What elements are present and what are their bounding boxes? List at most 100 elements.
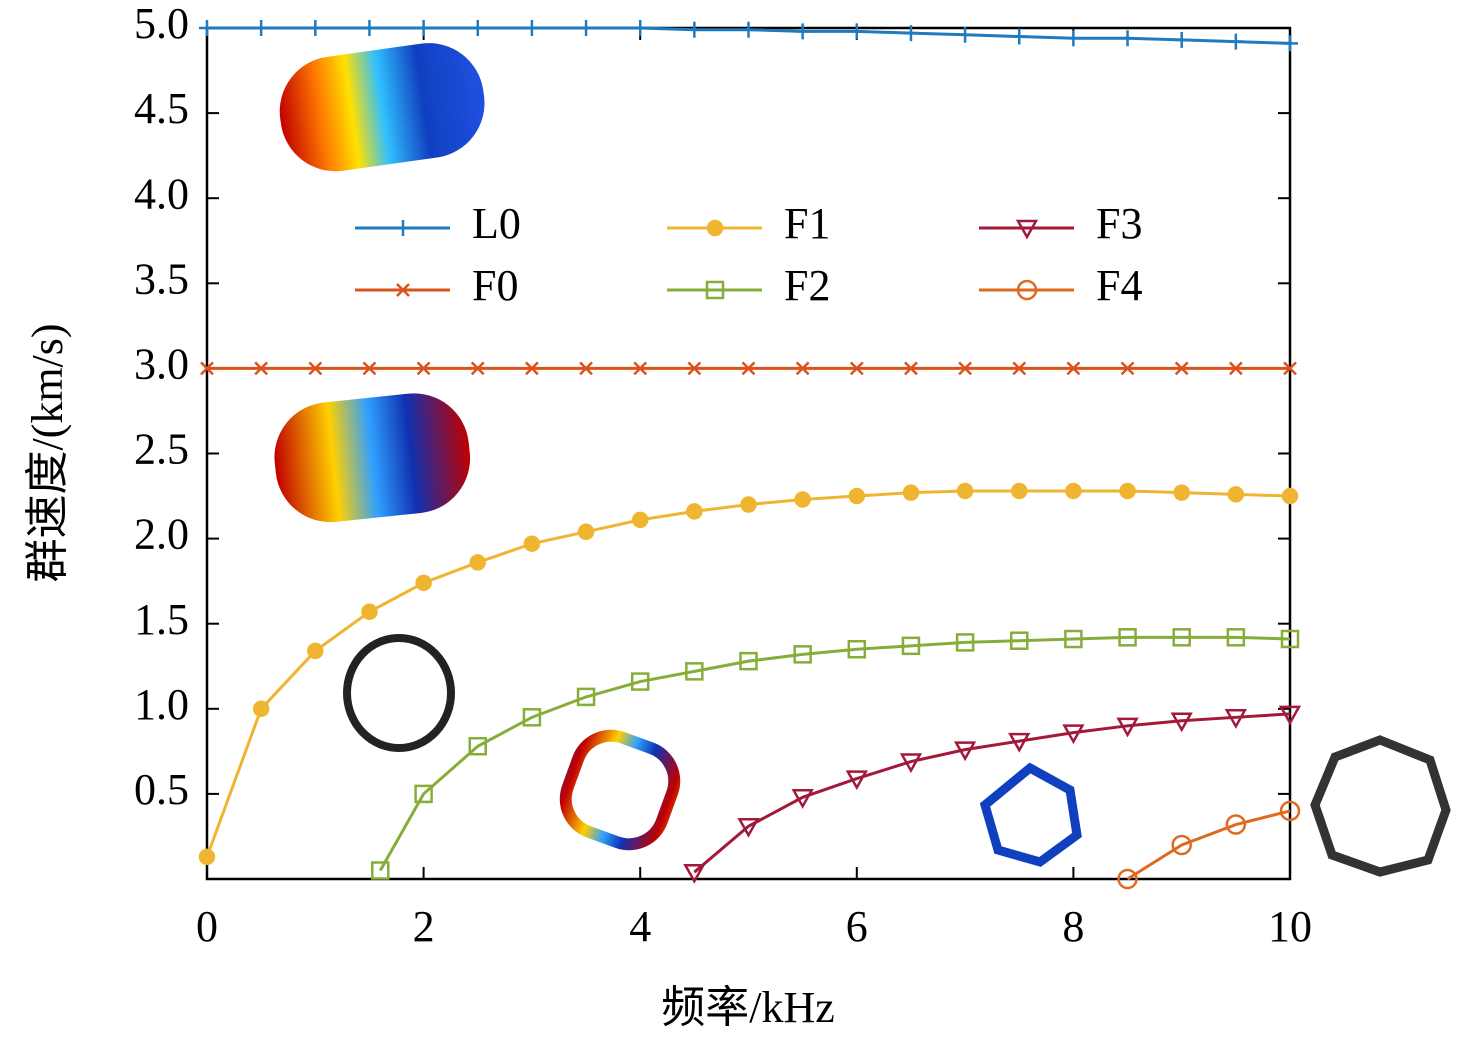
- marker: [955, 633, 975, 652]
- marker: [741, 361, 756, 376]
- y-tick-label: 1.5: [134, 595, 189, 644]
- marker: [1117, 868, 1138, 890]
- x-tick-label: 8: [1062, 902, 1084, 951]
- marker: [795, 361, 810, 376]
- legend-label: F0: [472, 261, 518, 310]
- marker: [415, 20, 432, 36]
- marker: [523, 535, 541, 552]
- marker: [362, 361, 377, 376]
- marker: [1173, 484, 1190, 501]
- marker: [791, 789, 814, 809]
- marker: [468, 736, 487, 756]
- marker: [685, 662, 704, 681]
- marker: [1224, 709, 1247, 729]
- marker: [957, 26, 974, 43]
- marker: [199, 20, 215, 36]
- marker: [253, 20, 270, 36]
- marker: [902, 25, 919, 42]
- marker: [525, 361, 539, 376]
- marker: [845, 770, 868, 791]
- series-line: [1126, 809, 1291, 881]
- marker: [470, 361, 485, 376]
- marker: [1282, 35, 1298, 52]
- marker: [739, 651, 758, 671]
- marker: [361, 20, 378, 36]
- marker: [740, 21, 757, 38]
- marker: [254, 361, 269, 376]
- legend-marker: [1016, 279, 1038, 301]
- marker: [415, 574, 432, 592]
- marker: [902, 484, 920, 501]
- marker: [578, 20, 595, 36]
- mode-shape-insets: [274, 43, 1451, 877]
- legend-marker: [1015, 219, 1039, 240]
- y-tick-label: 2.5: [134, 425, 189, 474]
- y-tick-label: 1.0: [134, 680, 189, 729]
- marker: [1062, 724, 1085, 745]
- marker: [1172, 628, 1191, 647]
- y-axis-label: 群速度/(km/s): [23, 323, 72, 582]
- marker: [1012, 361, 1027, 376]
- marker: [1227, 486, 1245, 503]
- marker: [1066, 361, 1081, 376]
- marker: [848, 23, 865, 40]
- marker: [630, 672, 650, 691]
- series-line: [693, 712, 1291, 874]
- marker: [522, 708, 542, 727]
- marker: [740, 496, 757, 513]
- marker: [1118, 628, 1137, 647]
- legend-label: F3: [1096, 199, 1142, 248]
- marker: [469, 554, 486, 571]
- marker: [1280, 629, 1300, 649]
- y-tick-label: 3.5: [134, 254, 189, 303]
- inset-f4: [1310, 735, 1451, 877]
- marker: [1283, 361, 1297, 376]
- marker: [849, 361, 864, 376]
- marker: [1011, 28, 1028, 45]
- marker: [576, 687, 596, 707]
- marker: [631, 511, 649, 529]
- marker: [307, 642, 324, 660]
- series-line: [378, 635, 1291, 872]
- x-tick-label: 0: [196, 902, 218, 951]
- marker: [1065, 482, 1082, 500]
- marker: [683, 863, 706, 884]
- marker: [1064, 629, 1083, 649]
- inset-l0: [279, 43, 485, 172]
- marker: [469, 20, 486, 36]
- marker: [414, 784, 433, 804]
- marker: [794, 23, 811, 40]
- legend-marker: [395, 220, 411, 236]
- marker: [901, 636, 921, 656]
- marker: [1228, 361, 1243, 376]
- legend-label: F1: [784, 199, 830, 248]
- inset-f2: [559, 729, 681, 851]
- marker: [1227, 33, 1244, 50]
- x-tick-label: 6: [846, 902, 868, 951]
- marker: [686, 21, 703, 38]
- y-tick-label: 5.0: [134, 0, 189, 48]
- marker: [794, 491, 811, 508]
- x-tick-label: 2: [413, 902, 435, 951]
- marker: [904, 361, 918, 376]
- marker: [523, 20, 540, 36]
- marker: [633, 361, 648, 376]
- y-tick-label: 4.5: [134, 84, 189, 133]
- x-axis-label: 频率/kHz: [661, 983, 835, 1032]
- marker: [899, 753, 923, 774]
- marker: [252, 700, 270, 718]
- marker: [1010, 631, 1029, 650]
- marker: [1226, 628, 1246, 647]
- marker: [687, 361, 702, 376]
- marker: [1170, 712, 1193, 733]
- marker: [1171, 834, 1192, 856]
- x-tick-label: 10: [1268, 902, 1312, 951]
- inset-f1: [343, 634, 455, 752]
- marker: [1008, 732, 1031, 753]
- marker: [307, 20, 324, 36]
- marker: [1279, 800, 1301, 822]
- marker: [1011, 482, 1028, 500]
- marker: [1173, 31, 1190, 48]
- marker: [1119, 30, 1136, 47]
- marker: [848, 487, 866, 505]
